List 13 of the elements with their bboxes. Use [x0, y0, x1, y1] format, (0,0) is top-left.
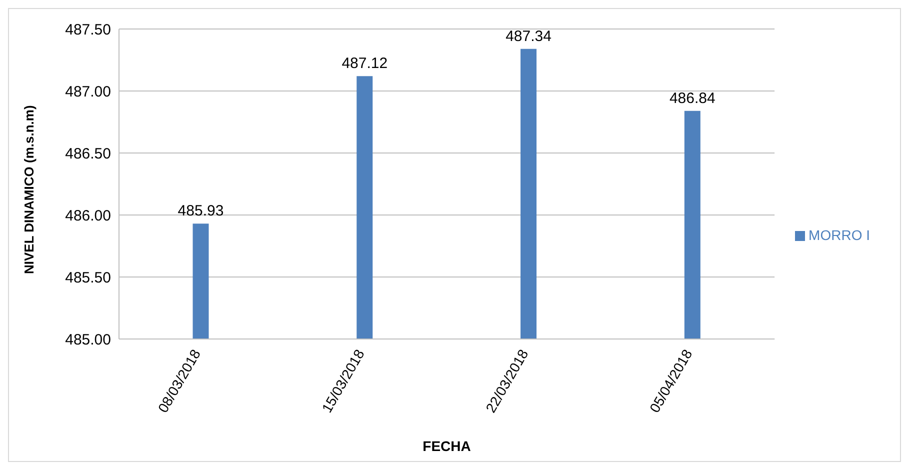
data-label: 487.34: [506, 28, 552, 45]
y-axis-title: NIVEL DINAMICO (m.s.n.m): [22, 105, 37, 274]
data-label: 486.84: [669, 90, 716, 107]
y-tick-label: 486.50: [65, 145, 111, 162]
y-tick-label: 486.00: [65, 207, 111, 224]
x-axis-title: FECHA: [422, 438, 471, 454]
y-tick-label: 485.00: [65, 331, 111, 348]
data-label: 487.12: [342, 55, 388, 72]
y-tick-label: 485.50: [65, 269, 111, 286]
data-label: 485.93: [178, 202, 224, 220]
y-tick-label: 487.00: [65, 83, 111, 100]
y-tick-label: 487.50: [65, 21, 111, 38]
legend-label: MORRO I: [808, 227, 870, 243]
